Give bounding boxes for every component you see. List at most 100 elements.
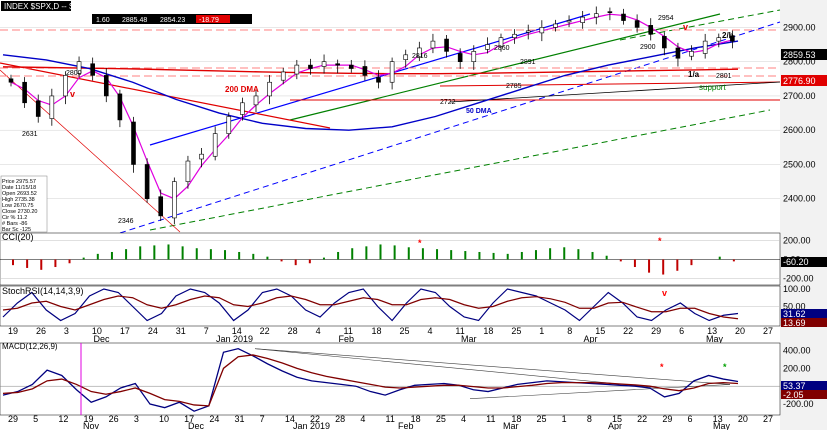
marker-v-dec: v <box>70 89 75 99</box>
label-2816: 2816 <box>412 53 428 60</box>
candle-body <box>675 47 681 59</box>
date-tick-label: 22 <box>310 414 320 424</box>
candle-body <box>90 63 95 76</box>
date-tick-label: 28 <box>335 414 345 424</box>
stoch-tag-1: 31.62 <box>783 309 806 319</box>
red-solid-low2 <box>439 81 781 87</box>
macd-tag-1: 53.37 <box>783 381 806 391</box>
candle-body <box>553 23 558 28</box>
candle-body <box>172 181 177 219</box>
month-label: Apr <box>584 334 598 344</box>
candle-body <box>35 100 41 117</box>
date-tick-label: 6 <box>679 326 684 336</box>
macd-star-green: * <box>723 362 727 372</box>
candle-body <box>240 102 245 115</box>
candle-body <box>471 51 477 62</box>
candle-body <box>131 121 136 165</box>
date-tick-label: 11 <box>486 414 495 424</box>
candle-body <box>49 95 55 119</box>
date-tick-label: 5 <box>33 414 38 424</box>
candle-body <box>702 40 708 54</box>
candle-body <box>430 40 436 49</box>
date-tick-label: 4 <box>461 414 466 424</box>
candle-body <box>308 64 313 69</box>
candle-body <box>76 61 82 74</box>
label-2800: 2800 <box>66 70 82 77</box>
ohlc-change: -18.79 <box>199 17 219 24</box>
stoch-tick-label: 50.00 <box>783 302 806 312</box>
label-2631: 2631 <box>22 131 38 138</box>
candle-body <box>103 75 109 97</box>
green-top-dash <box>619 9 781 41</box>
candle-body <box>512 33 517 38</box>
info-price: Price 2975.57 <box>2 179 36 185</box>
ohlc-open: 1.60 <box>96 17 110 24</box>
month-label: Jan 2019 <box>293 421 330 430</box>
date-tick-label: 18 <box>483 326 493 336</box>
month-label: Mar <box>461 334 477 344</box>
candle-body <box>403 54 409 60</box>
date-tick-label: 7 <box>204 326 209 336</box>
date-tick-label: 27 <box>763 326 773 336</box>
candle-body <box>716 37 722 42</box>
date-tick-label: 25 <box>436 414 446 424</box>
date-tick-label: 28 <box>288 326 298 336</box>
candle-body <box>8 78 14 83</box>
date-tick-label: 19 <box>84 414 94 424</box>
month-label: Mar <box>503 421 519 430</box>
macd-star-red: * <box>660 362 664 372</box>
label-2860: 2860 <box>494 45 510 52</box>
date-tick-label: 11 <box>386 414 395 424</box>
price-tick-label: 2900.00 <box>783 22 816 32</box>
date-tick-label: 22 <box>623 326 633 336</box>
date-tick-label: 26 <box>109 414 119 424</box>
candle-body <box>226 116 232 134</box>
bottom-date-axis: 29 5 12 19 26 3 10 17 24 31 7 14 22 28 4 11 18 25 4 11 18 25 1… <box>8 414 773 430</box>
green-upper-channel <box>289 13 721 121</box>
date-tick-label: 3 <box>134 414 139 424</box>
green-dash-line <box>149 109 771 231</box>
date-tick-label: 17 <box>120 326 130 336</box>
candle-body <box>634 20 640 28</box>
candle-body <box>376 77 381 83</box>
price-tick-label: 2400.00 <box>783 194 816 204</box>
candle-body <box>22 81 27 104</box>
date-tick-label: 25 <box>537 414 547 424</box>
candle-body <box>335 63 340 66</box>
candle-body <box>144 164 150 200</box>
red-thin-line <box>0 69 181 233</box>
date-tick-label: 11 <box>455 326 464 336</box>
date-tick-label: 22 <box>637 414 647 424</box>
date-tick-label: 4 <box>316 326 321 336</box>
candle-body <box>593 13 599 18</box>
macd-tick-label: 400.00 <box>783 345 811 355</box>
date-tick-label: 1 <box>562 414 567 424</box>
label-2891: 2891 <box>520 59 536 66</box>
stoch-panel-bg <box>0 285 781 327</box>
candle-body <box>389 61 395 83</box>
info-cir: Cir % 11.2 <box>2 215 27 221</box>
date-tick-label: 31 <box>235 414 245 424</box>
candle-body <box>185 160 191 182</box>
cci-panel: 200.000.00-200.00 <box>0 236 814 283</box>
candle-body <box>362 66 368 76</box>
month-label: Feb <box>339 334 355 344</box>
last-close-tag: 2859.53 <box>783 50 816 60</box>
price-tick-label: 2500.00 <box>783 159 816 169</box>
date-tick-label: 27 <box>763 414 773 424</box>
candle-body <box>607 11 613 13</box>
date-tick-label: 10 <box>92 326 102 336</box>
date-tick-label: 14 <box>232 326 242 336</box>
date-tick-label: 13 <box>713 414 723 424</box>
candle-body <box>662 36 667 49</box>
date-tick-label: 20 <box>735 326 745 336</box>
ma-line-200-dma <box>2 66 739 75</box>
label-1a: 1/a <box>688 70 700 79</box>
macd-tag-2: -2.05 <box>783 390 804 400</box>
label-200dma: 200 DMA <box>225 85 259 94</box>
info-bars: # Bars -86 <box>2 221 27 227</box>
date-tick-label: 8 <box>587 414 592 424</box>
candle-body <box>457 53 463 62</box>
macd-line-1 <box>2 354 739 407</box>
candle-body <box>294 64 300 75</box>
